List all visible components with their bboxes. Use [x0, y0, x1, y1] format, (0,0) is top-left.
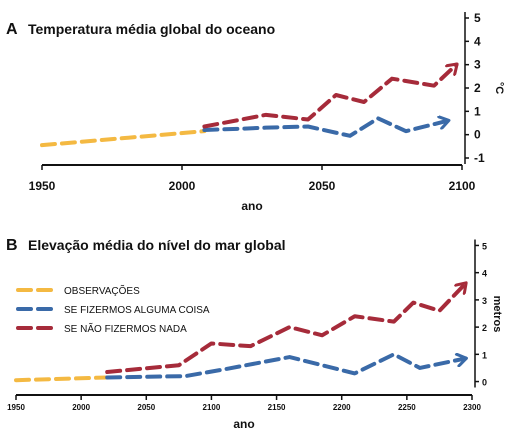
- panel-a-y-tick-label: 4: [474, 34, 481, 48]
- panel-b-x-tick-label: 2200: [333, 403, 351, 412]
- panel-b-x-tick-label: 2100: [203, 403, 221, 412]
- panel-a-x-tick-label: 2100: [449, 179, 476, 193]
- panel-a-series-line-2: [202, 118, 448, 138]
- panel-b-y-tick-label: 2: [482, 323, 487, 333]
- panel-a-title: Temperatura média global do oceano: [28, 21, 275, 37]
- panel-a-y-tick-label: 5: [474, 11, 481, 25]
- panel-b-legend: OBSERVAÇÕES SE FIZERMOS ALGUMA COISA SE NÃ…: [16, 284, 210, 335]
- panel-b-x-axis-label: ano: [233, 417, 254, 431]
- panel-b-x-tick-label: 2000: [72, 403, 90, 412]
- panel-b-y-tick-label: 5: [482, 241, 487, 251]
- panel-a-y-tick-label: -1: [474, 151, 485, 165]
- panel-a-y-tick-label: 1: [474, 104, 481, 118]
- panel-b-y-tick-label: 1: [482, 350, 487, 360]
- panel-a-y-axis-label: °C: [493, 82, 505, 94]
- panel-a-temperature: A Temperatura média global do oceano 1950 2…: [6, 11, 505, 213]
- panel-b-letter: B: [6, 237, 18, 254]
- panel-b-x-tick-label: 2250: [398, 403, 416, 412]
- panel-a-x-axis-label: ano: [241, 199, 262, 213]
- panel-b-series-line-2: [105, 352, 465, 380]
- panel-b-y-tick-label: 0: [482, 378, 487, 388]
- legend-label: SE NÃO FIZERMOS NADA: [64, 322, 187, 335]
- panel-a-y-tick-label: 3: [474, 58, 481, 72]
- panel-b-x-tick-label: 2150: [268, 403, 286, 412]
- panel-b-y-tick-label: 4: [482, 269, 487, 279]
- panel-b-series-line-3: [105, 284, 465, 375]
- panel-a-x-tick-label: 1950: [29, 179, 56, 193]
- panel-b-series-line-1: [14, 375, 110, 383]
- panel-a-letter: A: [6, 21, 18, 38]
- panel-b-sea-level: B Elevação média do nível do mar global 19…: [6, 237, 503, 431]
- panel-a-series-line-3: [202, 65, 456, 129]
- panel-a-series-line-1: [40, 129, 207, 148]
- panel-b-title: Elevação média do nível do mar global: [28, 237, 286, 253]
- panel-b-y-axis-label: metros: [491, 296, 503, 333]
- panel-a-x-tick-label: 2000: [169, 179, 196, 193]
- panel-b-y-tick-label: 3: [482, 296, 487, 306]
- panel-b-x-tick-label: 2050: [137, 403, 155, 412]
- panel-b-x-tick-label: 2300: [463, 403, 481, 412]
- panel-a-y-tick-label: 2: [474, 81, 481, 95]
- legend-label: SE FIZERMOS ALGUMA COISA: [64, 305, 210, 316]
- panel-a-x-tick-label: 2050: [309, 179, 336, 193]
- panel-b-x-tick-label: 1950: [7, 403, 25, 412]
- panel-a-y-tick-label: 0: [474, 128, 481, 142]
- legend-label: OBSERVAÇÕES: [64, 284, 140, 297]
